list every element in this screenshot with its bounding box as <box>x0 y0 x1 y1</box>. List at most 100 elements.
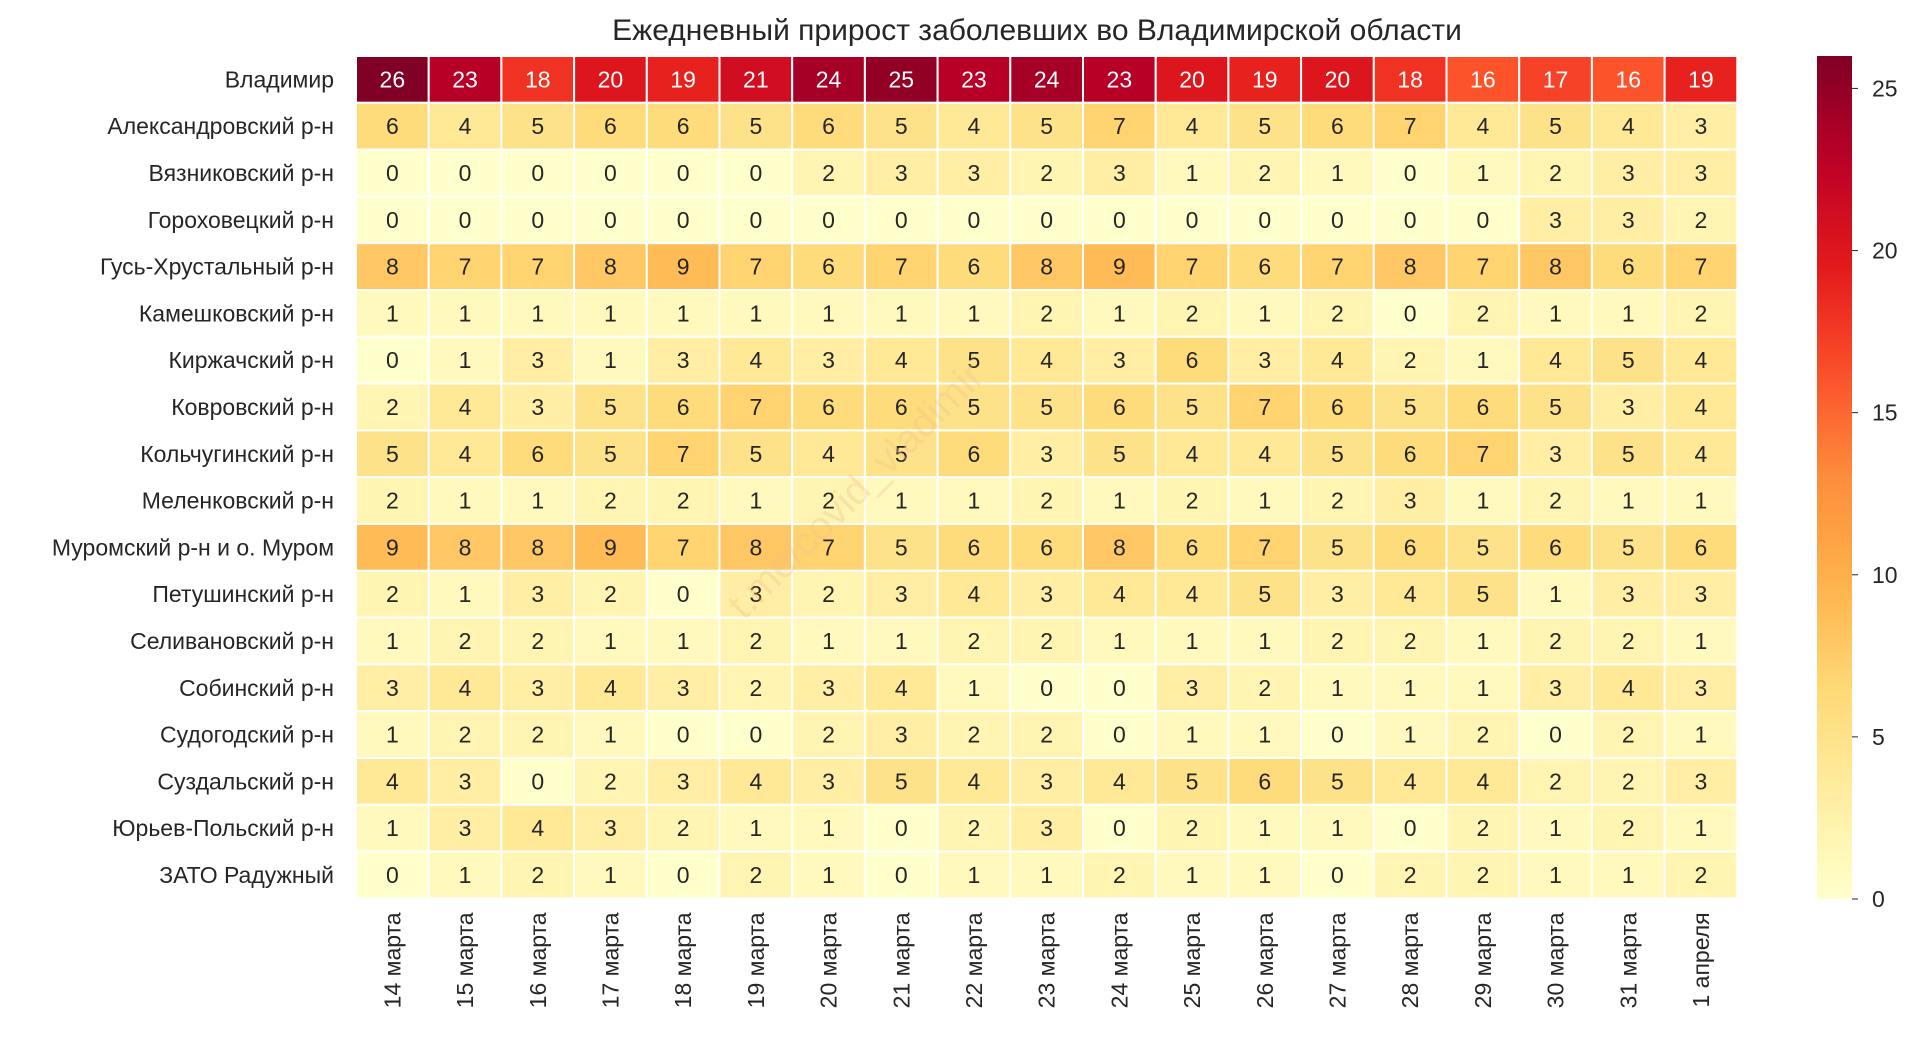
cell-value-label: 6 <box>895 394 908 420</box>
cell-value-label: 4 <box>968 581 981 607</box>
heatmap-cell <box>1590 616 1666 666</box>
cell-value-label: 7 <box>895 254 908 280</box>
cell-value-label: 5 <box>895 441 908 467</box>
cell-value-label: 3 <box>1695 160 1708 186</box>
heatmap-cell <box>1154 523 1230 572</box>
heatmap-cell <box>1663 616 1739 666</box>
cell-value-label: 5 <box>1331 768 1344 794</box>
cell-value-label: 1 <box>1476 488 1489 514</box>
cell-value-label: 1 <box>1404 675 1417 701</box>
cell-value-label: 4 <box>386 768 399 794</box>
cell-value-label: 3 <box>1113 160 1126 186</box>
heatmap-cell <box>427 195 503 245</box>
cell-value-label: 0 <box>1331 862 1344 888</box>
heatmap-cell <box>1590 195 1666 245</box>
cell-value-label: 4 <box>1258 441 1271 467</box>
heatmap-cell <box>427 335 503 385</box>
heatmap-cell <box>718 710 794 760</box>
heatmap-cell <box>355 55 430 104</box>
cell-value-label: 9 <box>604 534 617 560</box>
cell-value-label: 4 <box>1695 347 1708 373</box>
cell-value-label: 6 <box>1331 394 1344 420</box>
heatmap-cell <box>1590 663 1666 713</box>
cell-value-label: 0 <box>1404 160 1417 186</box>
heatmap-cell <box>427 242 503 291</box>
cell-value-label: 3 <box>1549 675 1562 701</box>
heatmap-cell <box>645 242 721 291</box>
heatmap-cell <box>1445 850 1521 900</box>
cell-value-label: 1 <box>459 488 472 514</box>
cell-value-label: 3 <box>531 675 544 701</box>
cell-value-label: 4 <box>531 815 544 841</box>
heatmap-cell <box>645 850 721 900</box>
cell-value-label: 2 <box>822 722 835 748</box>
heatmap-cell <box>863 616 939 666</box>
cell-value-label: 20 <box>598 66 624 92</box>
cell-value-label: 1 <box>1549 862 1562 888</box>
row-label: Судогодский р-н <box>160 722 334 748</box>
cell-value-label: 6 <box>1404 534 1417 560</box>
heatmap-cell <box>936 429 1012 479</box>
cell-value-label: 1 <box>459 347 472 373</box>
cell-value-label: 25 <box>888 66 914 92</box>
cell-value-label: 0 <box>531 207 544 233</box>
cell-value-label: 2 <box>1040 628 1053 654</box>
cell-value-label: 4 <box>1186 581 1199 607</box>
heatmap-cell <box>573 148 648 198</box>
cell-value-label: 2 <box>1404 862 1417 888</box>
cell-value-label: 7 <box>1331 254 1344 280</box>
heatmap-cell <box>427 616 503 666</box>
cell-value-label: 4 <box>749 347 762 373</box>
cell-value-label: 2 <box>677 815 690 841</box>
cell-value-label: 1 <box>677 300 690 326</box>
cell-value-label: 17 <box>1543 66 1569 92</box>
cell-value-label: 7 <box>1476 441 1489 467</box>
cell-value-label: 4 <box>1476 768 1489 794</box>
heatmap-cell <box>427 569 503 619</box>
cell-value-label: 1 <box>604 722 617 748</box>
cell-value-label: 2 <box>1331 300 1344 326</box>
heatmap-cell <box>645 476 721 526</box>
cell-value-label: 1 <box>749 488 762 514</box>
cell-value-label: 2 <box>968 628 981 654</box>
heatmap-cell <box>1445 710 1521 760</box>
heatmap-cell <box>863 55 939 104</box>
cell-value-label: 24 <box>1034 66 1060 92</box>
cell-value-label: 3 <box>604 815 617 841</box>
cell-value-label: 1 <box>1258 722 1271 748</box>
heatmap-cell <box>500 429 576 479</box>
cell-value-label: 1 <box>386 300 399 326</box>
heatmap-cell <box>1663 55 1739 104</box>
cell-value-label: 2 <box>1186 815 1199 841</box>
cell-value-label: 1 <box>968 675 981 701</box>
cell-value-label: 5 <box>1404 394 1417 420</box>
heatmap-cell <box>1227 289 1303 338</box>
cell-value-label: 0 <box>749 160 762 186</box>
heatmap-cell <box>500 101 576 151</box>
cell-value-label: 7 <box>1695 254 1708 280</box>
cell-value-label: 0 <box>386 862 399 888</box>
row-label: Юрьев-Польский р-н <box>112 815 334 841</box>
heatmap-cell <box>1154 382 1230 432</box>
heatmap-cell <box>1663 710 1739 760</box>
cell-value-label: 3 <box>1622 394 1635 420</box>
cell-value-label: 4 <box>459 675 472 701</box>
column-label: 18 марта <box>670 912 696 1008</box>
cell-value-label: 7 <box>1258 394 1271 420</box>
cell-value-label: 4 <box>1695 394 1708 420</box>
heatmap-cell <box>1227 242 1303 291</box>
heatmap-cell <box>573 616 648 666</box>
cell-value-label: 0 <box>1331 722 1344 748</box>
heatmap-cell <box>355 616 430 666</box>
heatmap-cell <box>1372 335 1448 385</box>
cell-value-label: 4 <box>604 675 617 701</box>
cell-value-label: 1 <box>1695 628 1708 654</box>
cell-value-label: 2 <box>386 394 399 420</box>
cell-value-label: 3 <box>1695 768 1708 794</box>
cell-value-label: 3 <box>459 768 472 794</box>
heatmap-cell <box>936 382 1012 432</box>
cell-value-label: 4 <box>968 113 981 139</box>
cell-value-label: 2 <box>1695 862 1708 888</box>
cell-value-label: 7 <box>1404 113 1417 139</box>
cell-value-label: 0 <box>1476 207 1489 233</box>
